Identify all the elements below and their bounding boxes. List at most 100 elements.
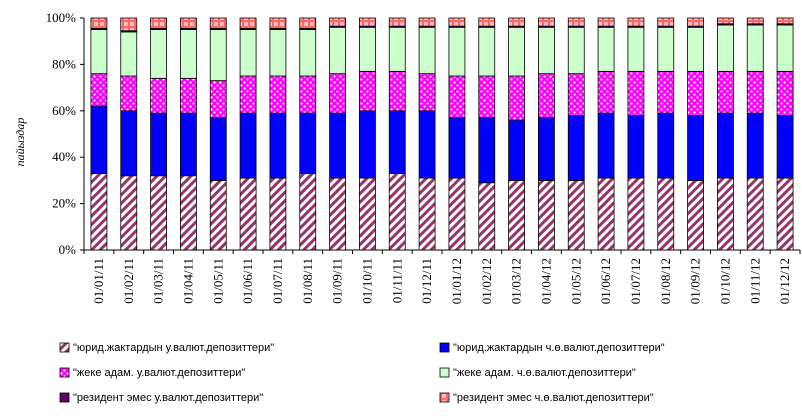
legend-swatch-5: [59, 392, 70, 403]
bar-segment-6: [269, 17, 287, 29]
bar-segment-1: [388, 173, 406, 251]
chart-bars: [90, 17, 794, 251]
y-tick-label: 80%: [52, 56, 76, 71]
x-tick-label: 01/07/11: [270, 258, 285, 304]
x-tick-label: 01/11/12: [747, 258, 762, 304]
bar-segment-4: [388, 26, 406, 72]
bar-segment-4: [717, 24, 734, 72]
x-tick-label: 01/05/12: [568, 258, 583, 304]
bar-segment-6: [209, 17, 227, 29]
bar-segment-3: [597, 70, 615, 114]
bar-segment-1: [776, 177, 794, 251]
bar-segment-1: [90, 173, 108, 251]
bar-segment-3: [627, 70, 645, 116]
bar-segment-6: [150, 17, 167, 29]
bar-segment-4: [567, 26, 585, 75]
bar-segment-6: [299, 17, 317, 29]
bar-segment-4: [508, 26, 525, 77]
bar-segment-3: [657, 70, 675, 114]
bar-segment-3: [448, 75, 466, 119]
bar-segment-6: [478, 17, 496, 27]
bar-segment-3: [508, 75, 525, 121]
bar-segment-4: [150, 29, 167, 79]
bar-segment-3: [269, 75, 287, 114]
bar-segment-3: [359, 70, 376, 112]
bar-segment-6: [627, 17, 645, 27]
x-tick-label: 01/05/11: [210, 258, 225, 304]
bar-segment-4: [239, 29, 257, 77]
bar-segment-4: [359, 26, 376, 72]
bar-segment-3: [478, 75, 496, 119]
bar-segment-2: [150, 112, 167, 177]
bar-segment-2: [687, 115, 704, 181]
x-tick-label: 01/12/12: [777, 258, 792, 304]
bar-segment-4: [538, 26, 555, 75]
bar-segment-4: [120, 31, 138, 77]
legend-label-5: "резидент эмес у.валют.депозиттери": [73, 392, 263, 404]
bar-segment-1: [359, 177, 376, 251]
bar-segment-2: [657, 112, 675, 179]
bar-segment-3: [687, 70, 704, 116]
legend-label-1: "юрид.жактардын у.валют.депозиттери": [73, 342, 274, 354]
bar-segment-4: [448, 26, 466, 77]
x-tick-label: 01/02/12: [479, 258, 494, 304]
bar-segment-4: [269, 29, 287, 77]
x-tick-label: 01/09/12: [688, 258, 703, 304]
bar-segment-1: [239, 177, 257, 251]
bar-segment-1: [150, 175, 167, 251]
chart-legend: "юрид.жактардын у.валют.депозиттери" "юри…: [59, 342, 665, 404]
bar-segment-3: [120, 75, 138, 112]
bar-segment-2: [90, 105, 108, 174]
x-tick-label: 01/03/11: [151, 258, 166, 304]
bar-segment-4: [209, 29, 227, 82]
bar-segment-6: [776, 17, 794, 25]
bar-segment-2: [597, 112, 615, 179]
bar-segment-1: [120, 175, 138, 251]
bar-segment-4: [746, 24, 764, 72]
bar-segment-1: [657, 177, 675, 251]
bar-segment-1: [418, 177, 436, 251]
bar-segment-3: [299, 75, 317, 114]
bar-segment-3: [418, 73, 436, 112]
bar-segment-1: [478, 182, 496, 251]
bar-segment-6: [657, 17, 675, 27]
bar-segment-3: [567, 73, 585, 116]
bar-segment-1: [299, 173, 317, 251]
bar-segment-1: [567, 179, 585, 251]
bar-segment-2: [329, 112, 346, 179]
bar-segment-1: [269, 177, 287, 251]
bar-segment-4: [329, 26, 346, 75]
bar-segment-1: [329, 177, 346, 251]
bar-segment-6: [567, 17, 585, 27]
bar-segment-3: [746, 70, 764, 114]
bar-segment-2: [717, 112, 734, 179]
bar-segment-2: [776, 115, 794, 179]
bar-segment-2: [478, 117, 496, 184]
x-tick-label: 01/11/11: [389, 258, 404, 303]
x-tick-label: 01/06/12: [598, 258, 613, 304]
bar-segment-1: [209, 179, 227, 251]
legend-label-2: "юрид.жактардын ч.ө.валют.депозиттери": [453, 342, 665, 354]
y-tick-label: 0%: [59, 242, 77, 257]
x-tick-label: 01/06/11: [240, 258, 255, 304]
bar-segment-2: [538, 117, 555, 181]
legend-swatch-6: [439, 392, 450, 403]
bar-segment-6: [388, 17, 406, 27]
bar-segment-3: [538, 73, 555, 119]
bar-segment-2: [746, 112, 764, 179]
bar-segment-1: [538, 179, 555, 251]
legend-swatch-2: [439, 342, 450, 353]
y-tick-label: 20%: [52, 196, 76, 211]
bar-segment-6: [90, 17, 108, 29]
bar-segment-3: [717, 70, 734, 114]
bar-segment-4: [627, 26, 645, 72]
x-axis-tick-labels: 01/01/11 01/02/11 01/03/11 01/04/11 01/05/11…: [83, 250, 801, 304]
bar-segment-2: [567, 115, 585, 181]
bar-segment-1: [448, 177, 466, 251]
bar-segment-6: [597, 17, 615, 27]
bar-segment-2: [299, 112, 317, 174]
bar-segment-6: [538, 17, 555, 27]
bar-segment-6: [746, 17, 764, 25]
bar-segment-6: [448, 17, 466, 27]
